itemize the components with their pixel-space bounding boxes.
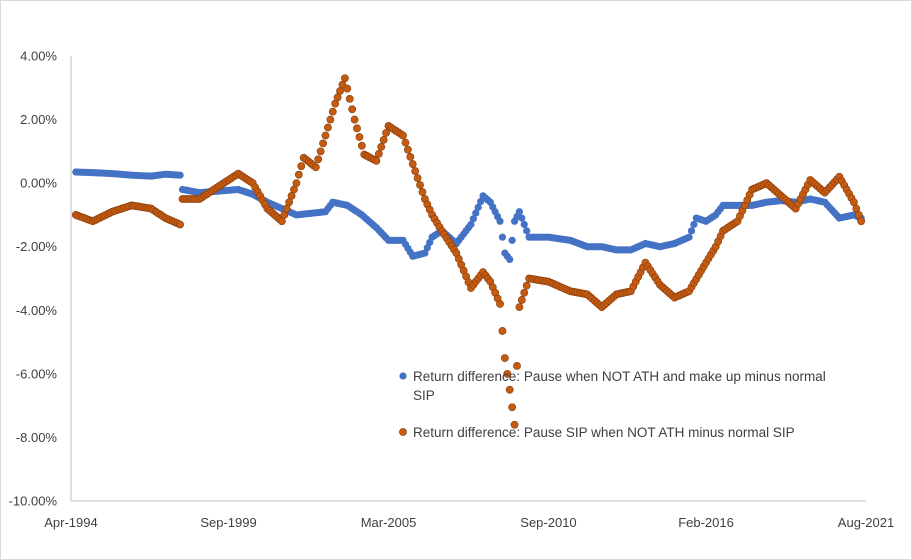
point-series-1	[506, 255, 514, 264]
point-series-2-interp	[416, 181, 424, 189]
point-series-2-interp	[326, 115, 335, 124]
point-series-2-interp	[345, 95, 354, 103]
point-series-2-interp	[379, 136, 388, 144]
point-series-2	[340, 74, 349, 83]
point-series-1	[496, 217, 504, 225]
x-tick-label: Sep-1999	[200, 515, 256, 530]
point-series-1	[515, 208, 523, 216]
legend-marker-series-2	[399, 428, 407, 436]
point-series-2-interp	[324, 123, 332, 132]
point-series-2-interp	[294, 170, 303, 179]
point-series-2-interp	[297, 162, 306, 171]
point-series-2-interp	[353, 124, 361, 133]
y-tick-label: -6.00%	[16, 366, 58, 381]
point-series-2	[500, 354, 509, 362]
point-series-2-interp	[348, 105, 357, 114]
x-tick-label: Sep-2010	[520, 515, 576, 530]
point-series-2-interp	[503, 369, 512, 378]
point-series-2	[505, 385, 514, 394]
point-series-2-interp	[513, 362, 521, 370]
x-tick-label: Mar-2005	[361, 515, 417, 530]
point-series-1-interp	[469, 215, 477, 223]
point-series-2	[176, 220, 184, 229]
point-series-2-interp	[357, 141, 366, 150]
point-series-2-interp	[328, 107, 337, 116]
point-series-2	[515, 303, 524, 312]
point-series-2-interp	[401, 138, 410, 147]
point-series-2-interp	[498, 327, 507, 335]
point-series-2	[496, 300, 504, 308]
point-series-2-interp	[508, 403, 517, 412]
point-series-2-interp	[314, 155, 323, 164]
y-tick-label: -8.00%	[16, 430, 58, 445]
point-series-2	[857, 217, 866, 226]
point-series-1-interp	[687, 227, 696, 235]
point-series-1-interp	[520, 220, 528, 229]
y-tick-label: 0.00%	[20, 176, 57, 191]
chart-marks	[71, 74, 866, 429]
point-series-2-interp	[355, 133, 364, 141]
point-series-2-interp	[517, 296, 526, 304]
point-series-1-interp	[474, 203, 482, 211]
point-series-2	[321, 131, 330, 140]
point-series-2	[350, 115, 359, 124]
point-series-2	[292, 179, 301, 188]
legend-marker-series-1	[399, 372, 407, 380]
point-series-2	[399, 131, 407, 140]
point-series-2-interp	[520, 288, 529, 297]
point-series-2-interp	[319, 139, 327, 148]
axes	[70, 56, 866, 502]
point-series-2-interp	[411, 167, 420, 175]
y-tick-label: -4.00%	[16, 303, 58, 318]
point-series-1-interp	[690, 220, 698, 229]
point-series-2	[408, 160, 417, 168]
point-series-2-interp	[413, 174, 422, 182]
legend-label-series-1-wrap: SIP	[413, 388, 435, 403]
point-series-1	[467, 220, 475, 229]
x-tick-label: Apr-1994	[44, 515, 97, 530]
point-series-2-interp	[522, 281, 531, 290]
point-series-2-interp	[377, 143, 386, 151]
y-tick-label: 4.00%	[20, 49, 57, 64]
legend-label-series-2: Return difference: Pause SIP when NOT AT…	[413, 425, 795, 440]
point-series-2	[372, 156, 381, 165]
point-series-1-interp	[523, 227, 531, 235]
point-series-2-interp	[382, 129, 390, 137]
point-series-2-interp	[316, 147, 325, 156]
point-series-1-interp	[508, 236, 516, 244]
y-tick-labels: 4.00% 2.00% 0.00% -2.00% -4.00% -6.00% -8.00% -…	[9, 49, 58, 509]
point-series-2-interp	[406, 153, 415, 161]
y-tick-label: -10.00%	[9, 494, 58, 509]
x-tick-labels: Apr-1994 Sep-1999 Mar-2005 Sep-2010 Feb-2016…	[44, 515, 894, 530]
point-series-2-interp	[418, 188, 427, 196]
point-series-2-interp	[343, 84, 352, 93]
point-series-2-interp	[374, 149, 383, 158]
y-tick-label: -2.00%	[16, 239, 58, 254]
point-series-2	[311, 163, 320, 172]
point-series-1-interp	[498, 233, 507, 241]
legend: Return difference: Pause when NOT ATH an…	[399, 369, 826, 440]
x-tick-label: Aug-2021	[838, 515, 894, 530]
point-series-1-interp	[518, 214, 526, 222]
point-series-2	[510, 420, 519, 429]
point-series-2-interp	[404, 145, 412, 154]
point-series-1	[685, 233, 693, 241]
y-tick-label: 2.00%	[20, 112, 57, 127]
legend-label-series-1: Return difference: Pause when NOT ATH an…	[413, 369, 826, 384]
x-tick-label: Feb-2016	[678, 515, 734, 530]
point-series-1	[176, 171, 184, 179]
point-series-1-interp	[472, 209, 480, 217]
